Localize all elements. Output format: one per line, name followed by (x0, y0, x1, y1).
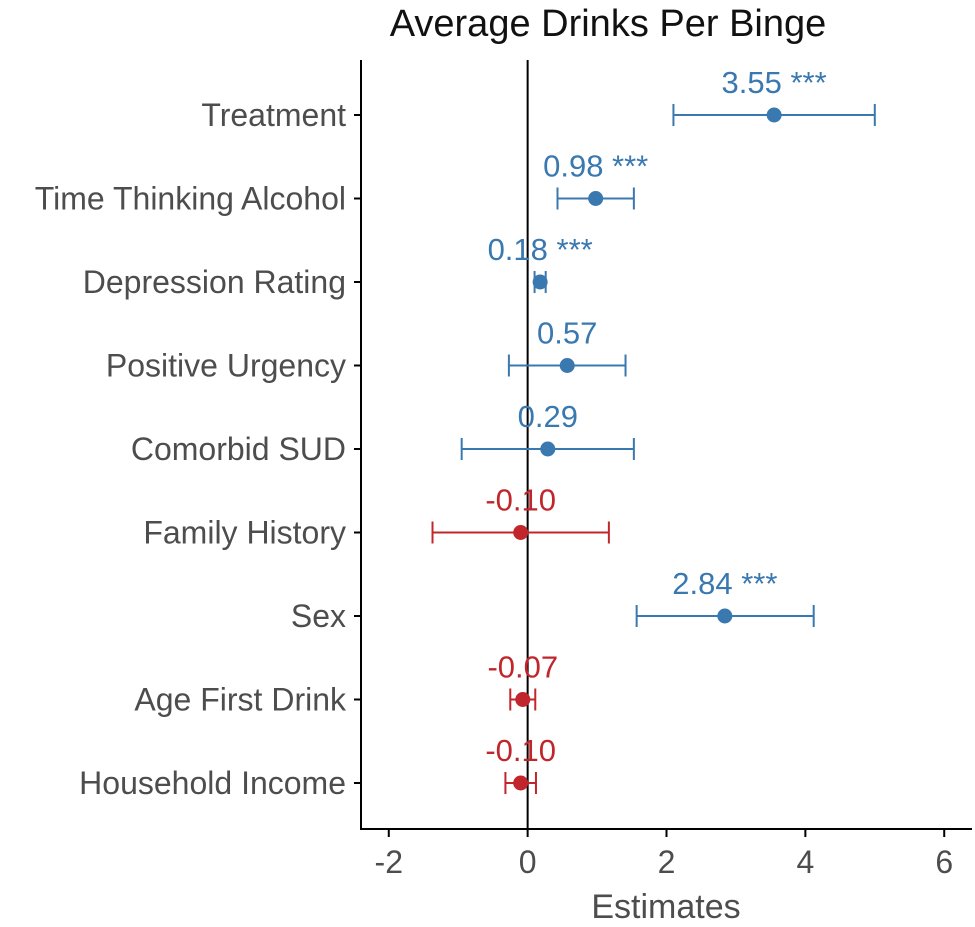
estimate-point (717, 608, 733, 624)
x-tick-label: 0 (519, 844, 537, 880)
estimate-point (766, 107, 782, 123)
estimate-value-label: -0.07 (487, 650, 558, 685)
estimate-point (559, 358, 575, 373)
estimate-value-label: -0.10 (485, 733, 556, 768)
y-axis-labels: Treatment Time Thinking Alcohol Depression… (35, 97, 361, 801)
x-axis-ticks: -2 0 2 4 6 (375, 829, 953, 880)
x-axis-title: Estimates (591, 888, 740, 926)
category-label: Household Income (79, 765, 346, 801)
category-label: Depression Rating (83, 264, 346, 300)
category-label: Comorbid SUD (131, 431, 346, 467)
estimate-row: 3.55 *** (672, 65, 876, 126)
chart-title: Average Drinks Per Binge (390, 3, 827, 45)
estimate-row: 0.29 (460, 399, 635, 460)
estimate-row: 0.98 *** (543, 149, 648, 210)
estimate-point (513, 525, 529, 540)
estimate-row: 0.18 *** (488, 232, 593, 293)
marks-layer: 3.55 *** 0.98 *** 0.18 *** 0.57 0.29 -0.10 2.8… (431, 60, 876, 829)
category-label: Sex (291, 598, 346, 634)
category-label: Age First Drink (134, 682, 347, 718)
estimate-point (515, 692, 531, 707)
category-label: Positive Urgency (106, 348, 346, 384)
estimate-point (588, 191, 604, 206)
estimate-row: -0.07 (487, 650, 558, 711)
estimate-value-label: 0.18 *** (488, 232, 593, 267)
estimate-value-label: 0.57 (537, 316, 597, 351)
x-tick-label: 4 (796, 844, 814, 880)
estimate-value-label: -0.10 (485, 483, 556, 518)
estimate-value-label: 0.98 *** (543, 149, 648, 184)
estimate-point (532, 274, 548, 290)
category-label: Family History (143, 515, 346, 551)
category-label: Treatment (201, 97, 346, 133)
estimate-point (540, 441, 556, 457)
estimate-row: -0.10 (485, 733, 556, 794)
category-label: Time Thinking Alcohol (35, 181, 346, 217)
x-tick-label: 6 (935, 844, 953, 880)
estimate-value-label: 2.84 *** (672, 566, 777, 601)
estimate-value-label: 0.29 (518, 399, 578, 434)
x-tick-label: 2 (658, 844, 676, 880)
estimate-value-label: 3.55 *** (722, 65, 827, 100)
x-tick-label: -2 (375, 844, 403, 880)
estimate-row: -0.10 (431, 483, 610, 544)
estimate-row: 0.57 (507, 316, 627, 377)
estimate-row: 2.84 *** (635, 566, 815, 627)
estimate-point (513, 775, 529, 791)
